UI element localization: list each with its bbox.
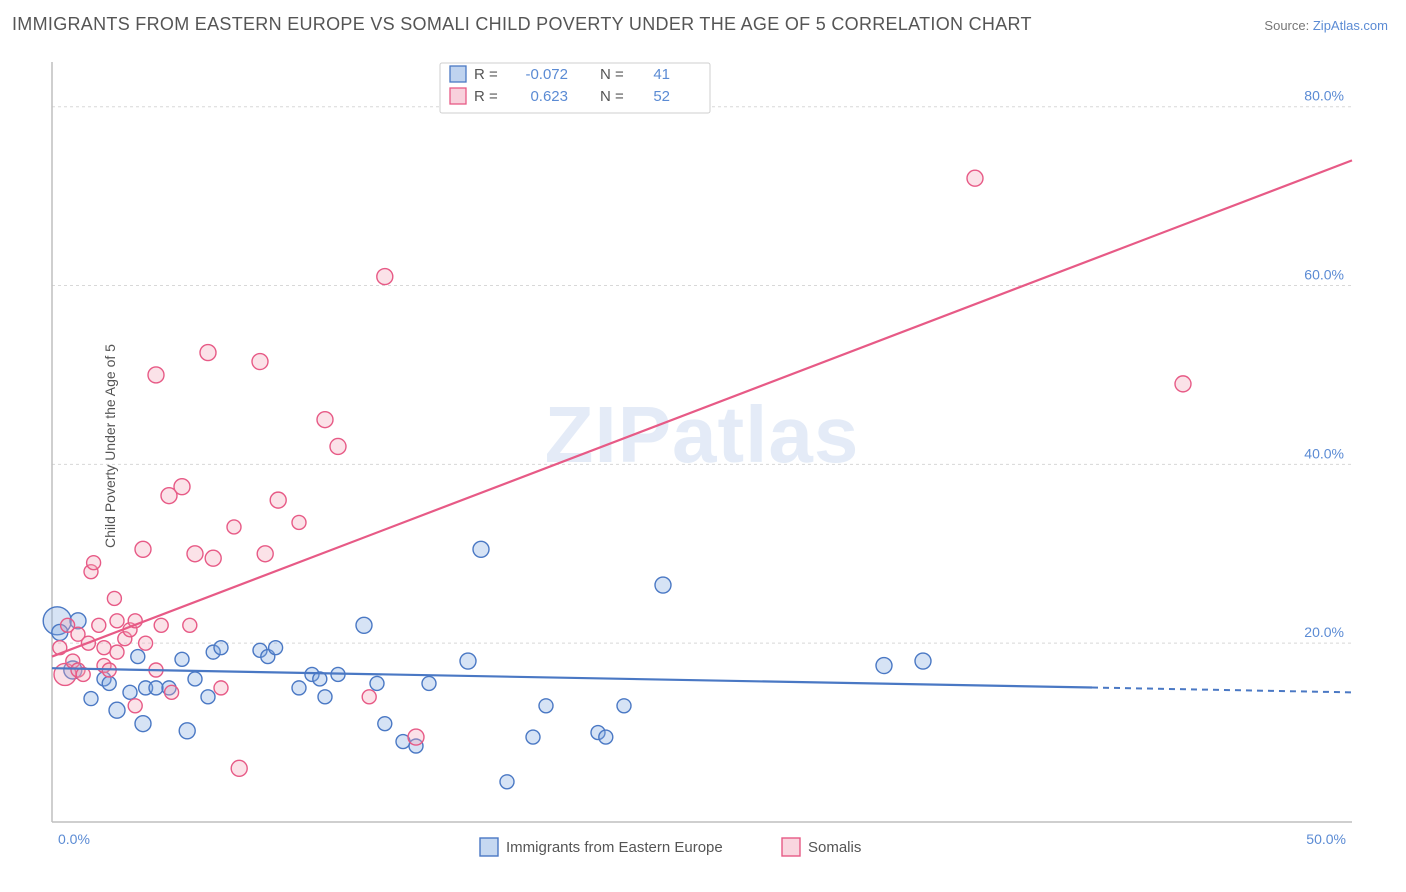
data-point (174, 479, 190, 495)
data-point (317, 412, 333, 428)
scatter-chart: 20.0% 40.0% 60.0% 80.0% 0.0% 50.0% ZIPatlas R =… (0, 0, 1406, 892)
data-point (123, 685, 137, 699)
data-point (1175, 376, 1191, 392)
legend-n-label: N = (600, 66, 624, 83)
data-point (318, 690, 332, 704)
data-point (214, 641, 228, 655)
data-point (139, 636, 153, 650)
y-tick-label: 80.0% (1304, 88, 1344, 104)
legend-swatch (450, 88, 466, 104)
data-point (183, 618, 197, 632)
series-label: Immigrants from Eastern Europe (506, 839, 723, 856)
data-point (269, 641, 283, 655)
data-point (292, 515, 306, 529)
data-point (179, 723, 195, 739)
trend-line-extrapolated (1092, 688, 1352, 693)
data-point (617, 699, 631, 713)
data-point (377, 269, 393, 285)
x-tick-label: 0.0% (58, 831, 90, 847)
legend-n-label: N = (600, 88, 624, 105)
data-point (460, 653, 476, 669)
data-point (473, 541, 489, 557)
legend-r-label: R = (474, 66, 498, 83)
data-point (200, 345, 216, 361)
trend-line (52, 668, 1092, 687)
data-point (109, 702, 125, 718)
data-point (188, 672, 202, 686)
data-point (135, 541, 151, 557)
data-point (135, 716, 151, 732)
data-point (500, 775, 514, 789)
y-tick-label: 60.0% (1304, 267, 1344, 283)
data-point (154, 618, 168, 632)
data-point (175, 652, 189, 666)
data-point (205, 550, 221, 566)
data-point (187, 546, 203, 562)
data-point (84, 692, 98, 706)
data-point (214, 681, 228, 695)
series-swatch (782, 838, 800, 856)
data-point (110, 614, 124, 628)
legend-r-value: -0.072 (525, 66, 568, 83)
data-point (92, 618, 106, 632)
data-point (356, 617, 372, 633)
data-point (148, 367, 164, 383)
watermark: ZIPatlas (545, 390, 860, 479)
data-point (370, 676, 384, 690)
data-point (876, 658, 892, 674)
data-point (252, 354, 268, 370)
trend-line (52, 160, 1352, 656)
y-tick-label: 40.0% (1304, 445, 1344, 461)
data-point (408, 729, 424, 745)
data-point (270, 492, 286, 508)
x-tick-label: 50.0% (1306, 831, 1346, 847)
data-point (165, 685, 179, 699)
data-point (257, 546, 273, 562)
legend-n-value: 41 (653, 66, 670, 83)
data-point (128, 699, 142, 713)
data-point (131, 650, 145, 664)
series-label: Somalis (808, 839, 861, 856)
data-point (378, 717, 392, 731)
data-point (149, 681, 163, 695)
data-point (231, 760, 247, 776)
legend-swatch (450, 66, 466, 82)
y-tick-label: 20.0% (1304, 624, 1344, 640)
data-point (915, 653, 931, 669)
data-point (539, 699, 553, 713)
data-point (201, 690, 215, 704)
data-point (422, 676, 436, 690)
data-point (526, 730, 540, 744)
data-point (110, 645, 124, 659)
series-swatch (480, 838, 498, 856)
data-point (655, 577, 671, 593)
data-point (227, 520, 241, 534)
data-point (362, 690, 376, 704)
data-point (102, 676, 116, 690)
legend-r-label: R = (474, 88, 498, 105)
data-point (87, 556, 101, 570)
legend-n-value: 52 (653, 88, 670, 105)
data-point (967, 170, 983, 186)
data-point (599, 730, 613, 744)
data-point (107, 591, 121, 605)
data-point (330, 438, 346, 454)
data-point (292, 681, 306, 695)
legend-r-value: 0.623 (530, 88, 568, 105)
data-point (97, 641, 111, 655)
